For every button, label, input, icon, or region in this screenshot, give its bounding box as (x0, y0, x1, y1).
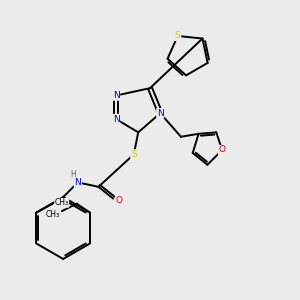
Text: N: N (113, 115, 119, 124)
Text: N: N (157, 109, 164, 118)
Text: O: O (116, 196, 123, 205)
Text: S: S (131, 150, 137, 159)
Text: CH₃: CH₃ (46, 209, 60, 218)
Text: N: N (113, 91, 119, 100)
Text: S: S (175, 32, 181, 40)
Text: N: N (74, 178, 81, 187)
Text: CH₃: CH₃ (55, 198, 69, 207)
Text: H: H (70, 170, 76, 179)
Text: O: O (219, 146, 226, 154)
